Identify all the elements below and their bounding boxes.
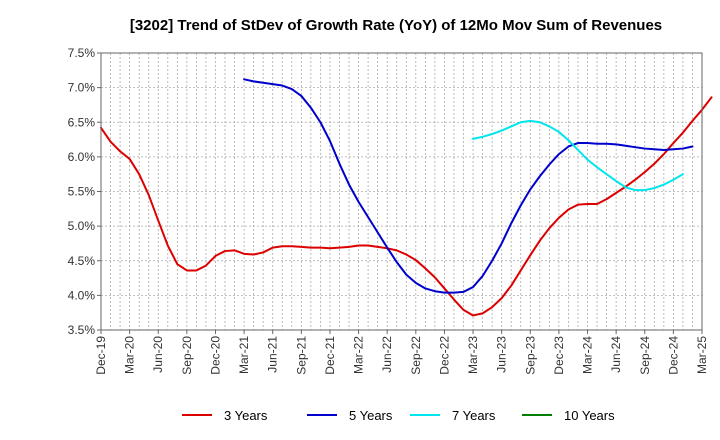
- x-tick-label: Dec-19: [94, 336, 108, 375]
- chart-title: [3202] Trend of StDev of Growth Rate (Yo…: [130, 17, 662, 34]
- x-axis-ticks: Dec-19 Mar-20 Jun-20 Sep-20 Dec-20 Mar-21 Jun-…: [94, 330, 709, 375]
- legend-label: 7 Years: [452, 408, 496, 423]
- x-tick-label: Sep-20: [180, 336, 194, 375]
- y-tick-label: 7.0%: [68, 81, 96, 95]
- y-tick-label: 3.5%: [68, 323, 96, 337]
- series-layer: [100, 78, 713, 317]
- x-tick-label: Sep-24: [638, 336, 652, 375]
- legend-label: 5 Years: [349, 408, 393, 423]
- grid: [101, 53, 702, 330]
- x-tick-label: Jun-22: [380, 336, 394, 373]
- x-tick-label: Dec-23: [552, 336, 566, 375]
- x-tick-label: Jun-24: [609, 336, 623, 373]
- y-axis-ticks: 3.5% 4.0% 4.5% 5.0% 5.5% 6.0% 6.5% 7.0% 7.5%: [68, 46, 101, 337]
- x-tick-label: Mar-22: [352, 336, 366, 374]
- legend-item: 5 Years: [307, 408, 393, 423]
- legend-item: 10 Years: [522, 408, 615, 423]
- legend-item: 3 Years: [182, 408, 268, 423]
- x-tick-label: Mar-25: [695, 336, 709, 374]
- x-tick-label: Dec-22: [437, 336, 451, 375]
- x-tick-label: Mar-24: [581, 336, 595, 374]
- x-tick-label: Sep-22: [409, 336, 423, 375]
- x-tick-label: Mar-23: [466, 336, 480, 374]
- x-tick-label: Mar-20: [123, 336, 137, 374]
- x-tick-label: Mar-21: [237, 336, 251, 374]
- y-tick-label: 5.0%: [68, 219, 96, 233]
- y-tick-label: 4.5%: [68, 254, 96, 268]
- legend-item: 7 Years: [410, 408, 496, 423]
- x-tick-label: Dec-24: [666, 336, 680, 375]
- y-tick-label: 6.5%: [68, 115, 96, 129]
- y-tick-label: 4.0%: [68, 288, 96, 302]
- x-tick-label: Sep-21: [294, 336, 308, 375]
- x-tick-label: Dec-21: [323, 336, 337, 375]
- x-tick-label: Jun-21: [266, 336, 280, 373]
- series-line-7-years: [472, 119, 684, 192]
- legend-label: 10 Years: [564, 408, 615, 423]
- x-tick-label: Dec-20: [208, 336, 222, 375]
- legend: 3 Years 5 Years 7 Years 10 Years: [182, 408, 615, 423]
- y-tick-label: 6.0%: [68, 150, 96, 164]
- legend-label: 3 Years: [224, 408, 268, 423]
- y-tick-label: 5.5%: [68, 185, 96, 199]
- x-tick-label: Sep-23: [523, 336, 537, 375]
- series-line-3-years: [100, 96, 713, 317]
- x-tick-label: Jun-20: [151, 336, 165, 373]
- y-tick-label: 7.5%: [68, 46, 96, 60]
- series-line-5-years: [243, 78, 694, 294]
- x-tick-label: Jun-23: [495, 336, 509, 373]
